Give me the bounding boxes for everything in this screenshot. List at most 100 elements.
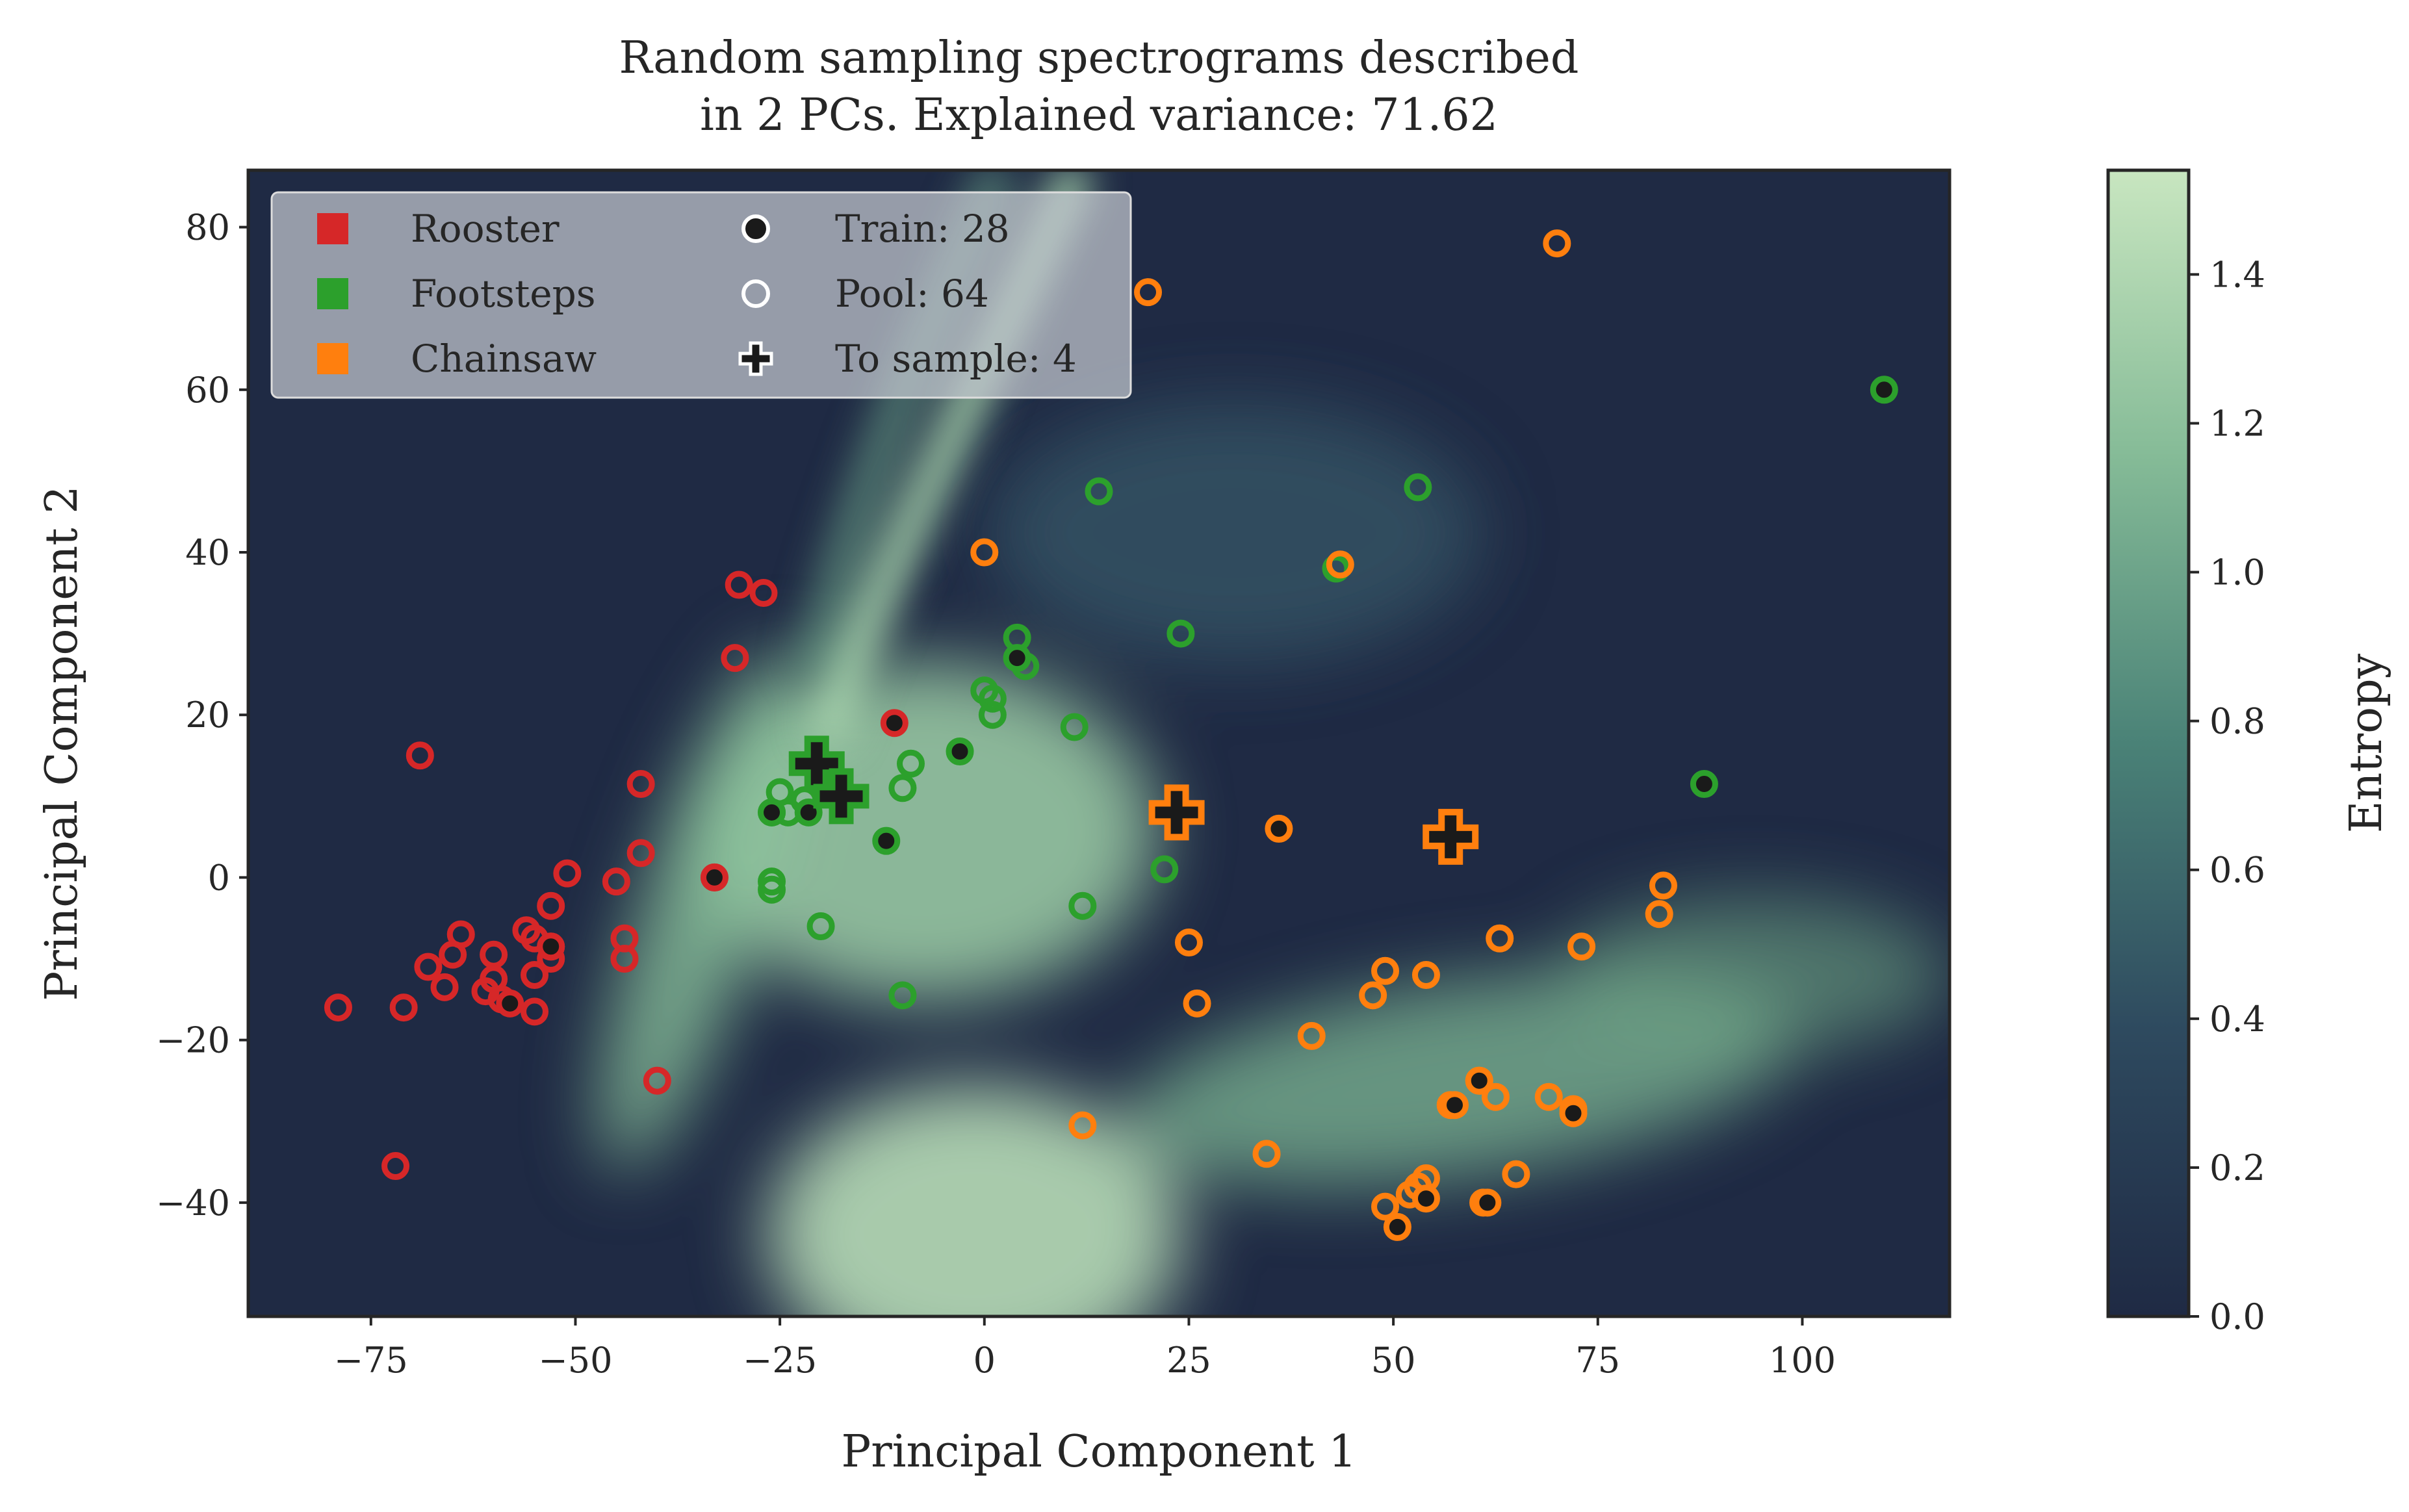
pool-point <box>1645 900 1673 929</box>
pool-point <box>1486 924 1514 953</box>
pool-point <box>446 920 475 949</box>
legend-swatch <box>317 213 348 244</box>
x-tick-label: −75 <box>334 1340 408 1381</box>
pool-point <box>806 912 835 940</box>
pool-point <box>1068 1111 1097 1140</box>
pool-point <box>381 1152 410 1181</box>
legend: Rooster Footsteps Chainsaw Train: 28 Pool: 6… <box>270 191 1132 399</box>
train-point <box>1690 770 1718 799</box>
train-point <box>700 863 728 891</box>
pool-point <box>1502 1160 1530 1188</box>
y-tick-label: 0 <box>208 857 230 898</box>
x-tick-label: 0 <box>973 1340 996 1381</box>
y-tick-label: −20 <box>156 1020 230 1061</box>
pool-point <box>970 538 999 567</box>
x-tick-label: 100 <box>1769 1340 1836 1381</box>
pool-point <box>1297 1021 1326 1050</box>
train-point <box>758 798 786 826</box>
colorbar-tick-label: 0.8 <box>2209 701 2265 742</box>
pool-point <box>1166 619 1195 648</box>
legend-label: Train: 28 <box>835 207 1010 251</box>
pool-point <box>324 993 352 1022</box>
pool-point <box>1371 1192 1400 1221</box>
legend-swatch <box>317 343 348 374</box>
heatmap-band-lower <box>767 1085 1183 1316</box>
pool-point <box>978 684 1007 713</box>
pool-point <box>1322 554 1350 583</box>
pool-point <box>1359 981 1387 1010</box>
legend-label: To sample: 4 <box>835 337 1077 381</box>
pool-point <box>1134 278 1163 307</box>
pool-point <box>888 774 917 802</box>
pool-point <box>1326 550 1354 579</box>
pool-point <box>643 1066 671 1095</box>
legend-pool-marker <box>741 279 770 308</box>
train-point <box>946 737 974 766</box>
train-point <box>1411 1185 1440 1213</box>
x-tick-label: 50 <box>1371 1340 1416 1381</box>
train-point <box>1465 1066 1493 1095</box>
pool-point <box>537 891 565 920</box>
legend-train-marker <box>741 214 770 243</box>
heatmap-band-upper-right <box>988 403 1482 663</box>
legend-label: Footsteps <box>411 272 596 316</box>
train-point <box>1441 1091 1469 1120</box>
train-point <box>880 709 908 737</box>
pool-point <box>1060 713 1089 741</box>
train-point <box>1383 1212 1411 1241</box>
x-axis-label: Principal Component 1 <box>841 1426 1356 1478</box>
pool-point <box>1404 473 1432 502</box>
train-point <box>537 932 565 961</box>
pool-point <box>1567 932 1596 961</box>
pool-point <box>1252 1140 1281 1168</box>
pool-point <box>1174 929 1203 957</box>
pool-point <box>610 945 639 973</box>
x-tick-label: −25 <box>743 1340 817 1381</box>
legend-label: Chainsaw <box>411 337 597 381</box>
plot-frame <box>246 168 1952 1318</box>
colorbar-tick-label: 0.0 <box>2209 1296 2265 1337</box>
pool-point <box>1411 961 1440 990</box>
y-tick-label: 80 <box>185 207 230 248</box>
pool-point <box>1183 989 1211 1018</box>
scatter-markers <box>324 229 1898 1241</box>
train-point <box>1265 814 1293 843</box>
pool-point <box>430 973 459 1001</box>
x-tick-label: 75 <box>1575 1340 1620 1381</box>
legend-swatch <box>317 278 348 309</box>
to-sample-point <box>813 768 870 825</box>
pool-point <box>521 961 549 990</box>
pool-point <box>749 579 778 608</box>
pool-point <box>414 953 443 981</box>
y-tick-label: 40 <box>185 532 230 573</box>
legend-box <box>270 191 1132 399</box>
legend-label: Pool: 64 <box>835 272 989 316</box>
pool-point <box>1085 477 1113 506</box>
pool-point <box>725 570 753 599</box>
pool-point <box>1068 891 1097 920</box>
pool-point <box>389 993 418 1022</box>
pool-point <box>978 700 1007 729</box>
chart-title-line-2: in 2 PCs. Explained variance: 71.62 <box>700 90 1498 141</box>
colorbar-tick-label: 0.4 <box>2209 999 2265 1040</box>
y-tick-label: −40 <box>156 1183 230 1224</box>
colorbar-label: Entropy <box>2341 653 2392 833</box>
pool-point <box>1649 871 1677 900</box>
pool-point <box>602 867 630 896</box>
to-sample-point <box>1423 808 1479 865</box>
colorbar-tick-label: 1.4 <box>2209 254 2265 295</box>
train-point <box>1003 644 1031 673</box>
pool-point <box>626 839 655 867</box>
legend-label: Rooster <box>411 207 560 251</box>
y-tick-label: 60 <box>185 370 230 411</box>
colorbar: 0.0 0.2 0.4 0.6 0.8 1.0 1.2 1.4 Entropy <box>2106 168 2392 1337</box>
train-point <box>1870 376 1898 404</box>
legend-sample-marker <box>738 341 773 376</box>
colorbar-tick-label: 1.2 <box>2209 403 2265 444</box>
pool-point <box>521 997 549 1026</box>
train-point <box>872 826 901 855</box>
pool-point <box>1481 1083 1510 1111</box>
pool-point <box>553 859 582 888</box>
pool-point <box>1371 956 1400 985</box>
